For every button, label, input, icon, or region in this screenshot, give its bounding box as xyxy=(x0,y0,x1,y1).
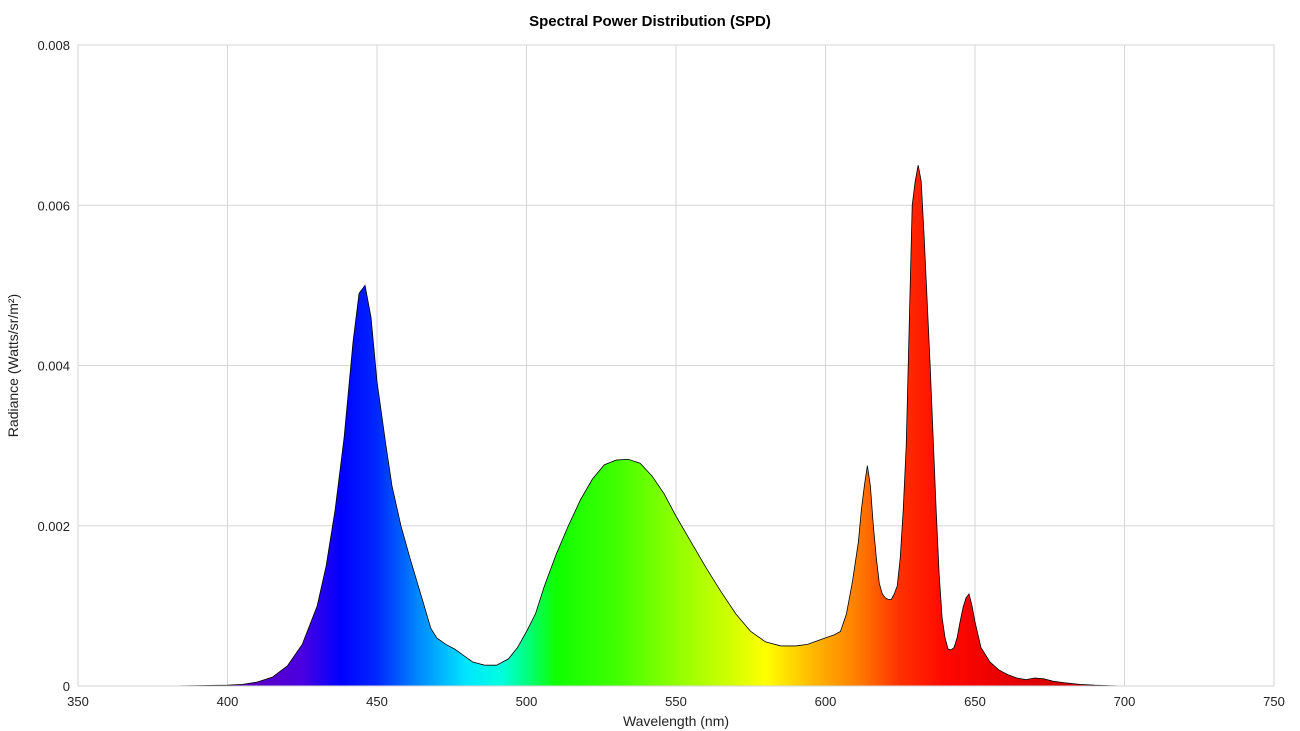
x-tick-label: 500 xyxy=(516,694,538,709)
y-tick-label: 0.006 xyxy=(37,198,70,213)
x-tick-label: 700 xyxy=(1114,694,1136,709)
y-tick-label: 0.004 xyxy=(37,359,70,374)
x-tick-label: 350 xyxy=(67,694,89,709)
y-axis-label: Radiance (Watts/sr/m²) xyxy=(5,294,21,437)
x-tick-label: 650 xyxy=(964,694,986,709)
x-tick-label: 550 xyxy=(665,694,687,709)
y-tick-label: 0 xyxy=(63,679,70,694)
y-tick-label: 0.008 xyxy=(37,38,70,53)
y-tick-label: 0.002 xyxy=(37,519,70,534)
x-axis-label: Wavelength (nm) xyxy=(623,713,729,729)
x-tick-label: 400 xyxy=(217,694,239,709)
spd-area-series xyxy=(78,165,1274,687)
chart-title: Spectral Power Distribution (SPD) xyxy=(529,13,771,30)
x-tick-label: 450 xyxy=(366,694,388,709)
plot-frame xyxy=(77,44,1275,687)
y-tick-labels: 0 0.002 0.004 0.006 0.008 xyxy=(37,38,70,694)
x-tick-label: 600 xyxy=(815,694,837,709)
x-tick-labels: 350 400 450 500 550 600 650 700 750 xyxy=(67,694,1285,709)
x-tick-label: 750 xyxy=(1263,694,1285,709)
